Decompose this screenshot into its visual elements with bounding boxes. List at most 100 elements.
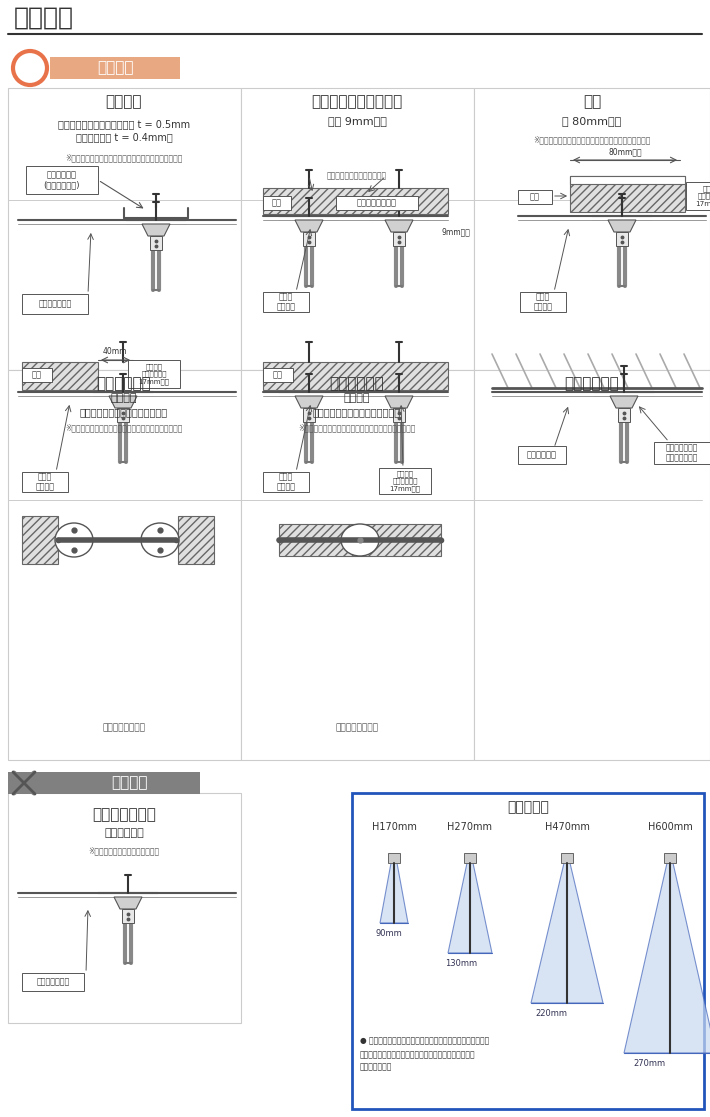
Polygon shape (241, 370, 474, 760)
Polygon shape (531, 863, 603, 1003)
Text: コンクリート: コンクリート (527, 450, 557, 459)
Polygon shape (352, 793, 704, 1109)
Text: 130mm: 130mm (445, 958, 477, 967)
Polygon shape (114, 897, 142, 909)
Polygon shape (393, 232, 405, 246)
Polygon shape (109, 397, 137, 408)
Text: 製品本体が揺れた際、壁などにぶつからないように設置: 製品本体が揺れた際、壁などにぶつからないように設置 (360, 1050, 476, 1060)
Text: 天井面仕上げ材: 天井面仕上げ材 (36, 977, 70, 986)
Text: 角材: 角材 (583, 95, 601, 109)
Text: 石膏ボードのみ: 石膏ボードのみ (92, 808, 156, 822)
Text: 取付不可: 取付不可 (111, 775, 148, 791)
Polygon shape (117, 408, 129, 422)
Polygon shape (570, 176, 685, 184)
Text: H270mm: H270mm (447, 822, 493, 832)
Text: 80mm以上: 80mm以上 (608, 147, 642, 156)
Polygon shape (263, 188, 448, 214)
Polygon shape (464, 853, 476, 863)
Polygon shape (518, 446, 566, 464)
Ellipse shape (341, 524, 379, 556)
Text: コンクリート用
プラグ（別途）: コンクリート用 プラグ（別途） (666, 443, 698, 462)
Polygon shape (8, 772, 60, 794)
Polygon shape (388, 853, 400, 863)
Text: 取付可能: 取付可能 (97, 60, 133, 76)
Text: （下から視た図）: （下から視た図） (102, 724, 146, 733)
Polygon shape (8, 370, 241, 760)
Text: 野縁（木部）: 野縁（木部） (329, 376, 384, 391)
Polygon shape (128, 360, 180, 388)
Polygon shape (22, 973, 84, 991)
Polygon shape (60, 772, 200, 794)
Polygon shape (22, 294, 88, 314)
Text: 天井面仕上げ材: 天井面仕上げ材 (38, 299, 72, 308)
Polygon shape (22, 516, 58, 564)
Polygon shape (241, 88, 474, 370)
Polygon shape (22, 362, 98, 390)
Polygon shape (8, 793, 241, 1023)
Polygon shape (393, 408, 405, 422)
Polygon shape (624, 863, 710, 1053)
Text: 天井面
仕上げ材: 天井面 仕上げ材 (276, 293, 295, 312)
Text: 木部への
ねじ込み深さ
17mm以上: 木部への ねじ込み深さ 17mm以上 (138, 363, 170, 385)
Polygon shape (26, 166, 98, 194)
Text: 構造用・普通合洿: 構造用・普通合洿 (357, 199, 397, 208)
Polygon shape (263, 367, 293, 382)
Polygon shape (303, 408, 315, 422)
Text: 木材や金具などで野縁に固定: 木材や金具などで野縁に固定 (327, 172, 387, 181)
Text: 270mm: 270mm (633, 1059, 665, 1068)
Text: H470mm: H470mm (545, 822, 589, 832)
Polygon shape (561, 853, 573, 863)
Polygon shape (178, 516, 214, 564)
Text: 40mm: 40mm (103, 347, 127, 356)
Text: ※ブラケットが中心にくるように取付けしてください。: ※ブラケットが中心にくるように取付けしてください。 (533, 135, 650, 144)
Polygon shape (122, 909, 134, 923)
Text: コンクリート: コンクリート (564, 376, 619, 391)
Polygon shape (263, 195, 291, 210)
Text: ※ブラケットが中心にくるように取付けしてください。: ※ブラケットが中心にくるように取付けしてください。 (65, 153, 182, 162)
Polygon shape (608, 220, 636, 232)
Text: 天井面
仕上げ材: 天井面 仕上げ材 (36, 472, 55, 491)
Text: （野縁に対して本体バーが水平）: （野縁に対して本体バーが水平） (313, 407, 401, 417)
Text: （シングルバー／ダブルバー t = 0.5mm: （シングルバー／ダブルバー t = 0.5mm (58, 120, 190, 128)
Text: 木部への
ねじ込み深さ
17mm以上: 木部への ねじ込み深さ 17mm以上 (695, 185, 710, 207)
Text: 野縁: 野縁 (272, 199, 282, 208)
Polygon shape (379, 468, 431, 494)
Text: 対応下地: 対応下地 (14, 6, 74, 30)
Polygon shape (686, 182, 710, 210)
Polygon shape (654, 442, 710, 464)
Polygon shape (520, 292, 566, 312)
Text: 野縁: 野縁 (32, 371, 42, 380)
Polygon shape (380, 863, 408, 923)
Text: 90mm: 90mm (376, 928, 403, 937)
Polygon shape (570, 176, 685, 212)
Polygon shape (295, 220, 323, 232)
Text: H600mm: H600mm (648, 822, 692, 832)
Text: 野縁（木部）: 野縁（木部） (97, 376, 151, 391)
Text: （下から視た図）: （下から視た図） (336, 724, 378, 733)
Text: ※アンカー・プラグの使用も不可: ※アンカー・プラグの使用も不可 (89, 847, 160, 856)
Text: ※ブラケットが中心にくるように取付けしてください。: ※ブラケットが中心にくるように取付けしてください。 (65, 423, 182, 432)
Polygon shape (616, 232, 628, 246)
Ellipse shape (55, 523, 93, 557)
Polygon shape (385, 220, 413, 232)
Text: 角スタッド t = 0.4mm）: 角スタッド t = 0.4mm） (76, 132, 173, 142)
Text: 角材: 角材 (530, 192, 540, 201)
Polygon shape (303, 232, 315, 246)
Polygon shape (448, 863, 492, 953)
Text: 水平方向: 水平方向 (344, 393, 370, 403)
Text: （下地なし）: （下地なし） (104, 828, 144, 838)
Ellipse shape (141, 523, 179, 557)
Polygon shape (263, 292, 309, 312)
Text: 天井面
仕上げ材: 天井面 仕上げ材 (533, 293, 552, 312)
Text: 幅 80mm以上: 幅 80mm以上 (562, 116, 622, 126)
Polygon shape (8, 88, 241, 370)
Text: 厚さ 9mm以上: 厚さ 9mm以上 (327, 116, 386, 126)
Text: 220mm: 220mm (535, 1009, 567, 1018)
Polygon shape (618, 408, 630, 422)
Polygon shape (263, 362, 448, 390)
Polygon shape (22, 367, 52, 382)
Polygon shape (474, 88, 710, 370)
Polygon shape (22, 472, 68, 491)
Text: 天井面
仕上げ材: 天井面 仕上げ材 (276, 472, 295, 491)
Polygon shape (263, 472, 309, 491)
